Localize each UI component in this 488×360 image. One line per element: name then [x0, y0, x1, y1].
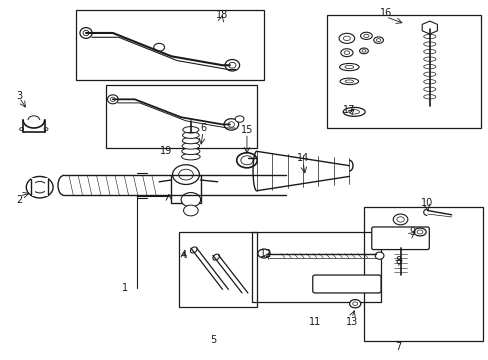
- Ellipse shape: [423, 49, 435, 54]
- Text: 13: 13: [345, 317, 357, 327]
- Ellipse shape: [172, 165, 199, 184]
- Ellipse shape: [182, 132, 199, 138]
- Ellipse shape: [352, 302, 357, 306]
- Ellipse shape: [212, 254, 219, 260]
- Ellipse shape: [80, 28, 92, 39]
- Ellipse shape: [110, 97, 115, 102]
- Ellipse shape: [343, 36, 350, 41]
- Ellipse shape: [339, 63, 358, 71]
- Ellipse shape: [228, 62, 236, 68]
- Ellipse shape: [257, 249, 269, 258]
- Text: 16: 16: [379, 8, 391, 18]
- Text: 18: 18: [215, 10, 227, 20]
- Ellipse shape: [361, 50, 365, 52]
- Text: 11: 11: [308, 317, 321, 327]
- Ellipse shape: [343, 107, 365, 116]
- Ellipse shape: [154, 43, 164, 51]
- Ellipse shape: [392, 214, 407, 225]
- Text: 2: 2: [16, 195, 22, 205]
- Ellipse shape: [338, 33, 354, 43]
- Ellipse shape: [373, 37, 383, 43]
- Text: 17: 17: [343, 105, 355, 115]
- Text: 9: 9: [409, 227, 415, 237]
- Text: 4: 4: [180, 250, 186, 260]
- Ellipse shape: [423, 87, 435, 91]
- Ellipse shape: [182, 148, 200, 154]
- Ellipse shape: [26, 176, 53, 198]
- Ellipse shape: [182, 137, 199, 144]
- Ellipse shape: [181, 153, 200, 160]
- Ellipse shape: [107, 95, 118, 104]
- Ellipse shape: [423, 35, 435, 39]
- Text: 15: 15: [240, 125, 253, 135]
- Text: 1: 1: [122, 283, 128, 293]
- Ellipse shape: [228, 122, 234, 127]
- Ellipse shape: [344, 51, 349, 54]
- Ellipse shape: [349, 300, 360, 308]
- Text: 8: 8: [394, 256, 400, 266]
- Text: 3: 3: [16, 91, 22, 101]
- Ellipse shape: [376, 39, 380, 42]
- Ellipse shape: [374, 252, 383, 259]
- Bar: [105, 85, 256, 148]
- Ellipse shape: [345, 80, 353, 83]
- Ellipse shape: [236, 153, 257, 168]
- Ellipse shape: [224, 119, 238, 130]
- Ellipse shape: [241, 156, 252, 165]
- Ellipse shape: [359, 48, 367, 54]
- Ellipse shape: [423, 95, 435, 99]
- Text: 12: 12: [260, 248, 272, 258]
- FancyBboxPatch shape: [371, 227, 428, 249]
- Ellipse shape: [182, 143, 199, 149]
- Bar: [31, 178, 35, 196]
- FancyBboxPatch shape: [312, 275, 380, 293]
- Ellipse shape: [396, 217, 404, 222]
- Bar: [327, 15, 480, 128]
- Ellipse shape: [340, 49, 352, 57]
- Bar: [251, 232, 380, 302]
- Text: 14: 14: [296, 153, 308, 163]
- Text: 7: 7: [394, 342, 400, 352]
- Ellipse shape: [423, 64, 435, 69]
- Text: 5: 5: [210, 334, 217, 345]
- Bar: [76, 10, 264, 80]
- Ellipse shape: [423, 42, 435, 46]
- Ellipse shape: [178, 169, 193, 180]
- Ellipse shape: [20, 128, 23, 131]
- Ellipse shape: [413, 228, 425, 236]
- Ellipse shape: [235, 116, 244, 122]
- FancyBboxPatch shape: [171, 175, 200, 203]
- Ellipse shape: [32, 181, 47, 193]
- Ellipse shape: [344, 66, 353, 69]
- Ellipse shape: [83, 30, 89, 36]
- Ellipse shape: [363, 34, 368, 37]
- Text: 19: 19: [160, 146, 172, 156]
- Text: 10: 10: [420, 198, 432, 208]
- Ellipse shape: [360, 32, 371, 40]
- Ellipse shape: [423, 57, 435, 61]
- Ellipse shape: [348, 110, 359, 114]
- Ellipse shape: [224, 59, 239, 71]
- Bar: [178, 232, 256, 307]
- Ellipse shape: [339, 78, 358, 85]
- Bar: [44, 178, 48, 196]
- Ellipse shape: [183, 205, 198, 216]
- Ellipse shape: [423, 72, 435, 76]
- Ellipse shape: [416, 230, 422, 234]
- Bar: [363, 207, 483, 341]
- Ellipse shape: [423, 80, 435, 84]
- Ellipse shape: [183, 127, 199, 133]
- Ellipse shape: [190, 247, 197, 253]
- Ellipse shape: [44, 128, 48, 131]
- Text: 6: 6: [200, 123, 206, 133]
- Ellipse shape: [181, 193, 200, 207]
